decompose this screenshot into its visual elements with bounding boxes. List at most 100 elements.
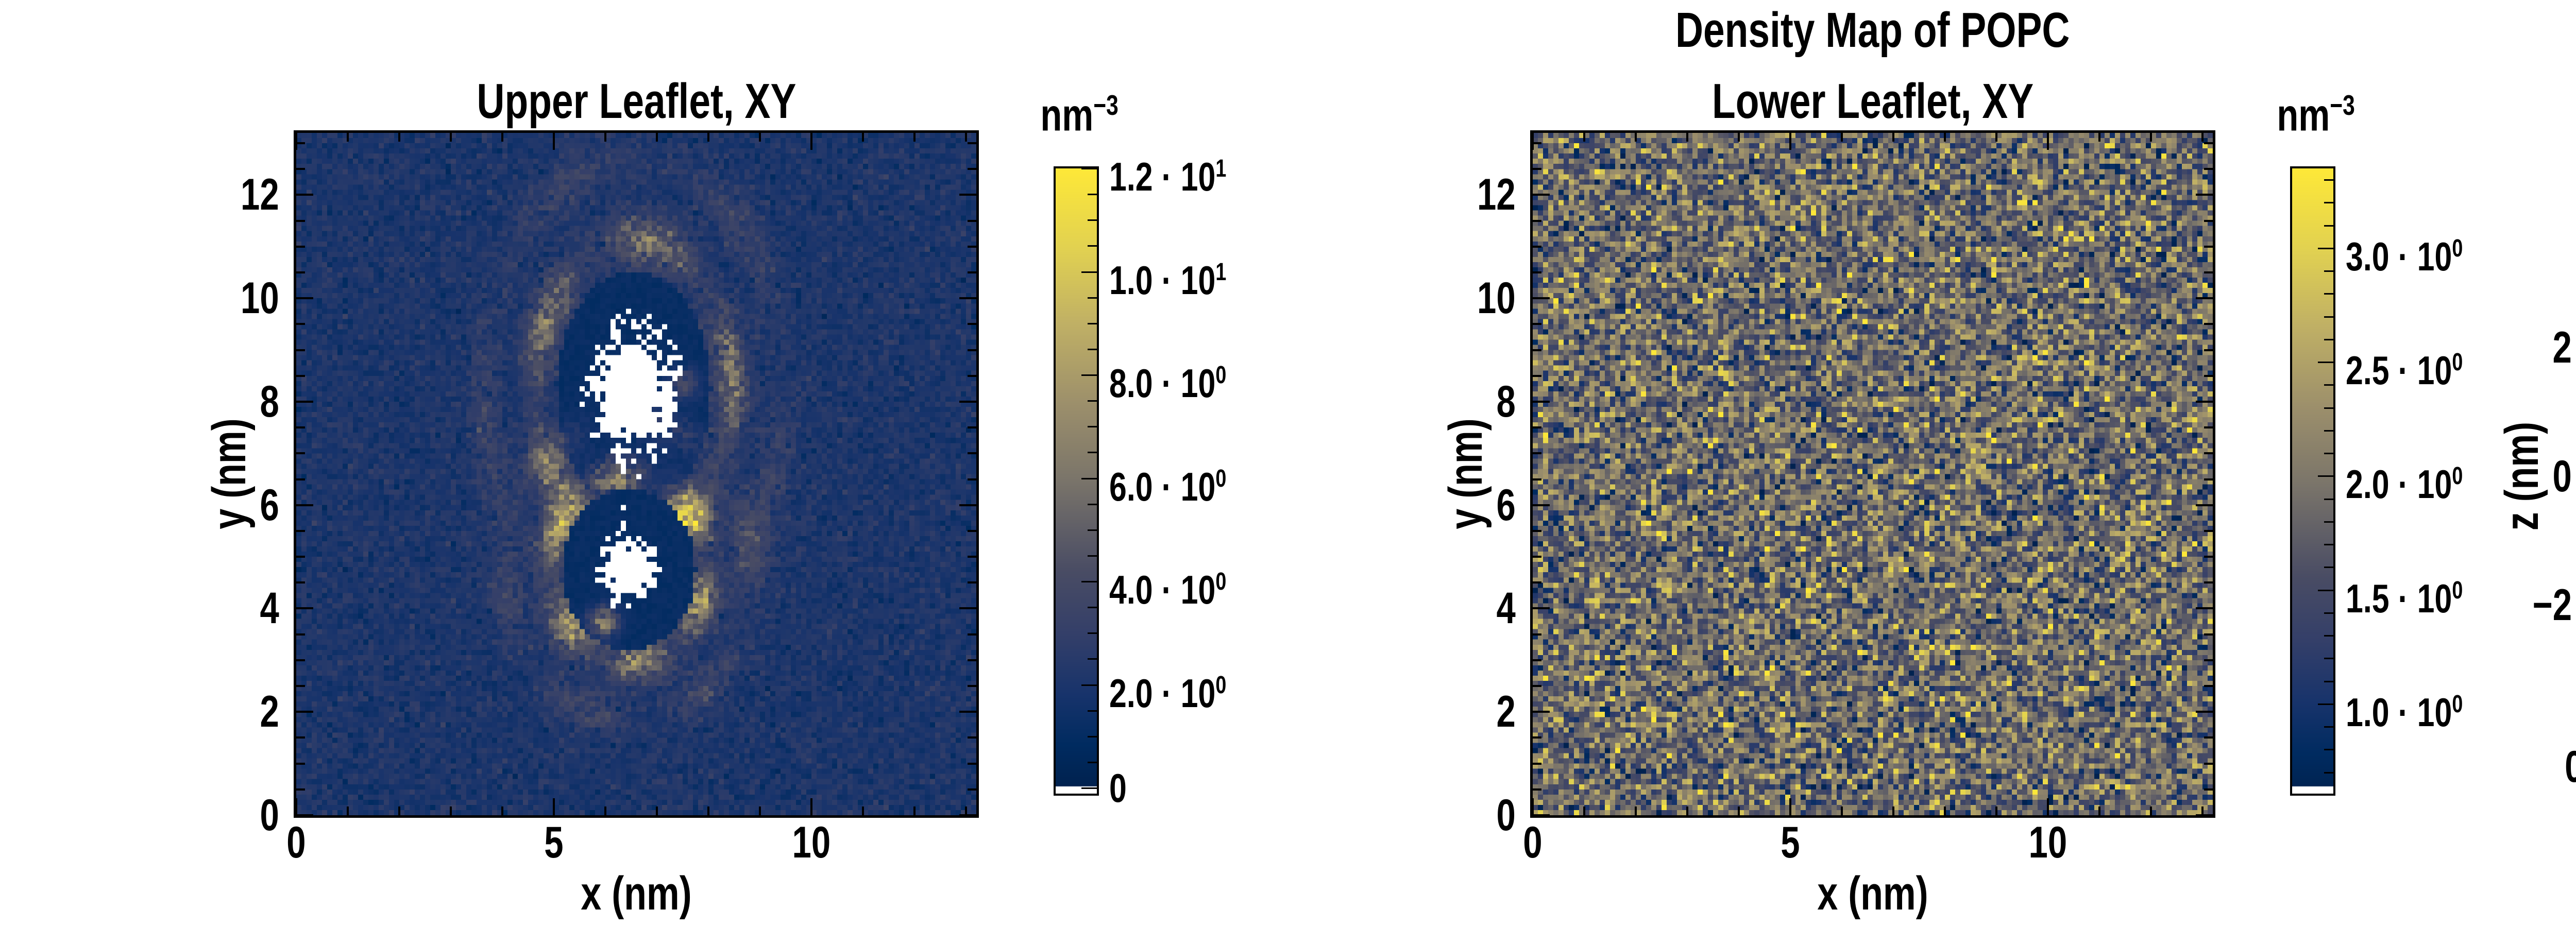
colorbar-tick [1088, 762, 1097, 763]
y-tick [2196, 401, 2213, 403]
x-tick [2047, 798, 2049, 815]
y-tick [959, 297, 976, 299]
y-tick-label: 8 [1368, 378, 1516, 425]
colorbar-tick-label: 2.0 · 100 [1109, 663, 1326, 715]
y-tick [2204, 659, 2213, 661]
y-tick [2204, 220, 2213, 222]
y-tick [2204, 581, 2213, 583]
x-tick-label: 5 [477, 819, 631, 866]
colorbar-tick [1081, 787, 1097, 789]
y-tick [296, 504, 313, 506]
colorbar-tick [1088, 219, 1097, 221]
y-tick [296, 736, 305, 739]
x-tick [810, 133, 812, 150]
y-tick-label-text: 8 [1496, 377, 1516, 426]
y-tick [968, 736, 976, 739]
x-tick-label: 10 [734, 819, 889, 866]
y-tick [968, 763, 976, 765]
y-tick-label: 4 [132, 585, 279, 632]
lower-leaflet-x-axis-label: x (nm) [1641, 868, 2105, 919]
colorbar-tick [2324, 293, 2333, 295]
y-tick-label: 2 [2425, 324, 2572, 371]
y-tick [1533, 556, 1541, 558]
colorbar-tick [1088, 658, 1097, 660]
x-tick [295, 133, 297, 150]
colorbar-tick [2324, 384, 2333, 386]
x-tick [1532, 133, 1534, 150]
colorbar-tick-label-text: 2.5 · 100 [2346, 348, 2463, 393]
x-tick [450, 133, 452, 142]
colorbar-tick [1088, 710, 1097, 712]
y-tick [1533, 659, 1541, 661]
y-tick [296, 194, 313, 196]
y-tick [968, 271, 976, 273]
y-tick [1533, 246, 1541, 248]
x-tick [965, 806, 967, 815]
colorbar-tick [1081, 478, 1097, 479]
y-tick-label-text: 6 [1496, 480, 1516, 530]
y-tick-label: 2 [1368, 688, 1516, 735]
colorbar-tick [2324, 453, 2333, 454]
y-tick-label-text: 4 [1496, 583, 1516, 633]
y-tick [296, 220, 305, 222]
colorbar-tick-label: 6.0 · 100 [1109, 457, 1326, 508]
x-tick [1789, 133, 1791, 150]
y-tick-label-text: 0 [1496, 791, 1516, 840]
y-tick-label-text: 8 [260, 377, 279, 426]
panel-transversal-title: Transversal View, YZ [2509, 159, 2576, 211]
upper-leaflet-heatmap-canvas [296, 133, 976, 815]
panel-upper-leaflet-plot [294, 130, 979, 818]
y-tick [296, 478, 305, 480]
y-tick [296, 323, 305, 325]
colorbar-upper-leaflet-unit-label: nm−3 [997, 81, 1162, 139]
y-tick [1533, 349, 1541, 351]
y-tick [968, 530, 976, 532]
colorbar-tick [2324, 179, 2333, 181]
x-tick [347, 806, 349, 815]
x-tick [1686, 133, 1688, 142]
colorbar-tick-label-text: 6.0 · 100 [1109, 464, 1227, 509]
x-tick [398, 806, 400, 815]
colorbar-tick-label-text: 0 [1109, 765, 1127, 811]
colorbar-lower-leaflet-gradient-canvas [2292, 168, 2333, 794]
x-tick [1841, 133, 1843, 142]
colorbar-tick [2324, 521, 2333, 523]
y-tick [968, 633, 976, 636]
upper-leaflet-x-axis-label-text: x (nm) [581, 867, 692, 920]
x-tick [759, 133, 761, 142]
y-tick [2204, 142, 2213, 144]
y-tick [1533, 478, 1541, 480]
colorbar-tick [1081, 271, 1097, 273]
x-tick [1738, 806, 1740, 815]
y-tick [968, 556, 976, 558]
x-tick [2098, 806, 2100, 815]
x-tick [1635, 806, 1637, 815]
colorbar-lower-leaflet-unit-label: nm−3 [2233, 81, 2398, 139]
y-tick [1533, 194, 1550, 196]
y-tick [296, 659, 305, 661]
y-tick [2196, 711, 2213, 713]
figure-suptitle-text: Density Map of POPC [1675, 3, 2070, 58]
y-tick [1533, 297, 1550, 299]
unit-text: nm−3 [2277, 89, 2355, 141]
panel-lower-leaflet-title: Lower Leaflet, XY [1358, 75, 2388, 128]
colorbar-tick [2324, 749, 2333, 750]
colorbar-tick [2318, 362, 2333, 363]
y-tick-label: 0 [1368, 792, 1516, 839]
x-tick [2047, 133, 2049, 150]
colorbar-tick-label: 8.0 · 100 [1109, 353, 1326, 405]
colorbar-tick [1088, 245, 1097, 247]
y-tick [2204, 788, 2213, 791]
y-tick [2204, 478, 2213, 480]
panel-lower-leaflet-title-text: Lower Leaflet, XY [1711, 74, 2034, 129]
y-tick [296, 142, 305, 144]
y-tick [959, 814, 976, 816]
y-tick [296, 426, 305, 428]
y-tick [2196, 297, 2213, 299]
y-tick [296, 246, 305, 248]
y-tick [296, 685, 305, 687]
colorbar-tick [2324, 772, 2333, 774]
colorbar-tick [1088, 194, 1097, 195]
y-tick [296, 788, 305, 791]
y-tick-label: 4 [1368, 585, 1516, 632]
